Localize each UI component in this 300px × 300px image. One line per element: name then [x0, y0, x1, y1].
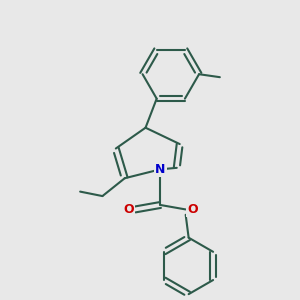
Text: O: O [123, 203, 134, 216]
Text: O: O [187, 203, 197, 216]
Text: N: N [155, 163, 166, 176]
